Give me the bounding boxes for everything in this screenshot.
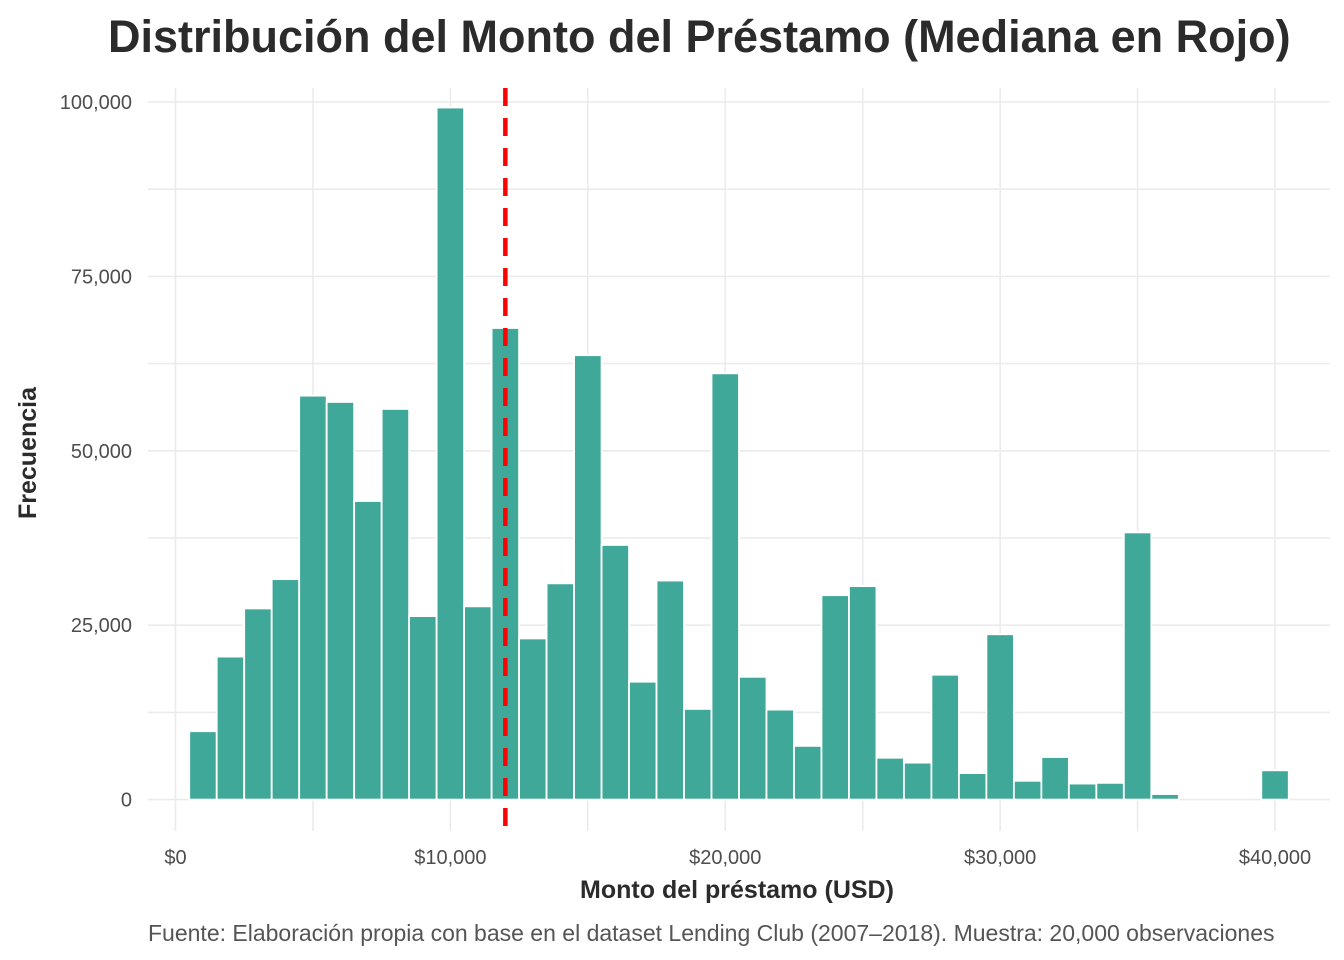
histogram-bar: [793, 744, 823, 801]
histogram-bar: [1040, 756, 1070, 801]
histogram-bar: [435, 106, 466, 801]
histogram-bar: [765, 708, 795, 801]
chart-title: Distribución del Monto del Préstamo (Med…: [108, 11, 1291, 62]
histogram-bars: [188, 106, 1290, 801]
histogram-bar: [875, 756, 905, 801]
histogram-bar: [298, 394, 328, 801]
histogram-bar: [325, 401, 356, 801]
histogram-bar: [408, 615, 438, 801]
histogram-bar: [903, 761, 933, 801]
histogram-bar: [985, 633, 1015, 801]
x-tick-label: $0: [164, 847, 186, 869]
chart-caption: Fuente: Elaboración propia con base en e…: [148, 920, 1274, 946]
histogram-bar: [188, 730, 218, 801]
histogram-bar: [655, 579, 685, 801]
histogram-bar: [1150, 793, 1180, 801]
x-tick-label: $10,000: [414, 847, 486, 869]
histogram-bar: [1122, 531, 1153, 801]
y-tick-label: 75,000: [71, 266, 132, 288]
histogram-bar: [930, 673, 960, 801]
histogram-bar: [243, 607, 273, 801]
x-axis-title: Monto del préstamo (USD): [580, 876, 894, 904]
histogram-bar: [215, 655, 246, 801]
y-axis-title: Frecuencia: [14, 386, 42, 519]
histogram-bar: [820, 594, 850, 801]
histogram-bar: [545, 582, 575, 801]
histogram-bar: [848, 585, 878, 801]
histogram-bar: [353, 500, 383, 801]
x-tick-label: $30,000: [964, 847, 1036, 869]
histogram-bar: [710, 372, 740, 801]
histogram-bar: [738, 675, 768, 801]
histogram-bar: [1095, 781, 1125, 801]
x-tick-label: $40,000: [1239, 847, 1311, 869]
y-axis-tick-labels: 0 25,000 50,000 75,000 100,000: [60, 92, 132, 812]
y-tick-label: 0: [121, 790, 132, 812]
histogram-bar: [1067, 782, 1098, 801]
x-axis-tick-labels: $0 $10,000 $20,000 $30,000 $40,000: [164, 847, 1311, 869]
histogram-bar: [628, 680, 658, 801]
histogram-bar: [573, 354, 603, 801]
histogram-bar: [518, 637, 548, 801]
y-tick-label: 100,000: [60, 92, 132, 114]
y-tick-label: 25,000: [71, 615, 132, 637]
x-tick-label: $20,000: [689, 847, 761, 869]
histogram-bar: [380, 408, 411, 801]
histogram-bar: [600, 544, 630, 801]
histogram-bar: [1260, 769, 1290, 801]
histogram-bar: [1012, 779, 1043, 801]
histogram-bar: [958, 772, 988, 801]
histogram-bar: [270, 578, 301, 801]
histogram-bar: [683, 708, 713, 801]
y-tick-label: 50,000: [71, 441, 132, 463]
histogram-bar: [463, 605, 493, 801]
